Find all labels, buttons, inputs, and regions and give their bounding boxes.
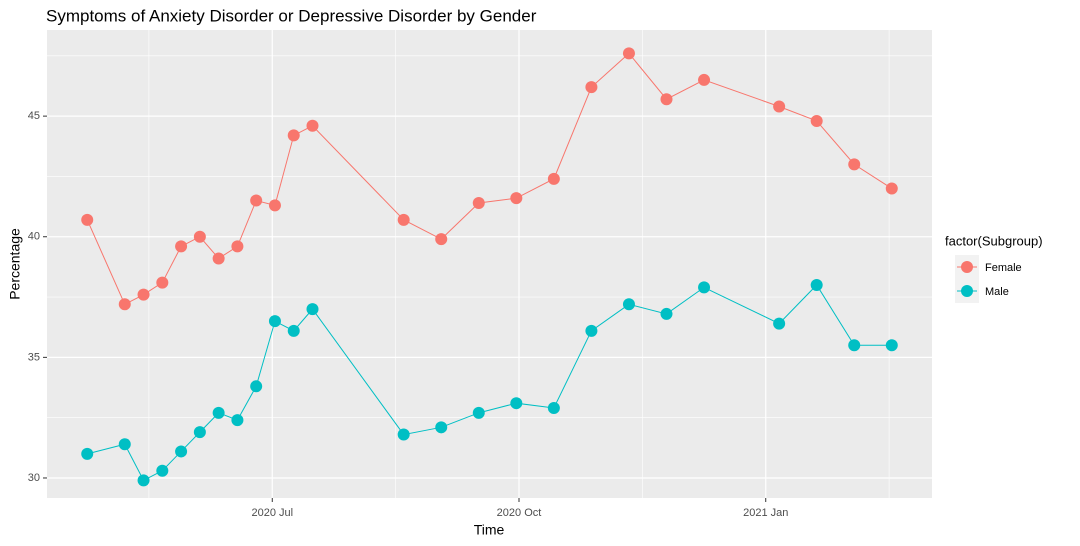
legend-marker <box>961 261 973 273</box>
data-point <box>231 240 244 253</box>
y-axis-title: Percentage <box>7 228 23 300</box>
x-tick-label: 2020 Oct <box>497 507 542 519</box>
data-point <box>472 196 485 209</box>
data-point <box>698 281 711 294</box>
data-point <box>773 100 786 113</box>
data-point <box>268 199 281 212</box>
data-point <box>435 233 448 246</box>
data-point <box>231 414 244 427</box>
data-point <box>660 93 673 106</box>
legend-label: Female <box>985 262 1022 274</box>
data-point <box>287 129 300 142</box>
data-point <box>848 339 861 352</box>
data-point <box>885 339 898 352</box>
panel <box>47 30 932 498</box>
data-point <box>193 230 206 243</box>
data-point <box>306 119 319 132</box>
data-point <box>250 380 263 393</box>
data-point <box>397 428 410 441</box>
data-point <box>175 445 188 458</box>
data-point <box>156 464 169 477</box>
data-point <box>848 158 861 171</box>
y-tick-label: 35 <box>28 351 40 363</box>
data-point <box>118 298 131 311</box>
data-point <box>81 213 94 226</box>
y-tick-label: 40 <box>28 231 40 243</box>
data-point <box>547 402 560 415</box>
data-point <box>175 240 188 253</box>
data-point <box>137 288 150 301</box>
data-point <box>212 252 225 265</box>
data-point <box>773 317 786 330</box>
data-point <box>622 298 635 311</box>
data-point <box>472 406 485 419</box>
data-point <box>585 81 598 94</box>
data-point <box>193 426 206 439</box>
data-point <box>156 276 169 289</box>
data-point <box>268 315 281 328</box>
data-point <box>287 324 300 337</box>
data-point <box>212 406 225 419</box>
data-point <box>306 303 319 316</box>
data-point <box>137 474 150 487</box>
data-point <box>622 47 635 60</box>
chart-title: Symptoms of Anxiety Disorder or Depressi… <box>46 6 537 25</box>
data-point <box>397 213 410 226</box>
data-point <box>547 172 560 185</box>
data-point <box>510 192 523 205</box>
legend-marker <box>961 285 973 297</box>
data-point <box>435 421 448 434</box>
x-tick-label: 2021 Jan <box>743 507 788 519</box>
data-point <box>810 114 823 127</box>
x-tick-label: 2020 Jul <box>251 507 293 519</box>
data-point <box>81 447 94 460</box>
data-point <box>885 182 898 195</box>
data-point <box>250 194 263 207</box>
x-axis-title: Time <box>474 522 505 538</box>
legend-label: Male <box>985 286 1009 298</box>
data-point <box>510 397 523 410</box>
data-point <box>585 324 598 337</box>
legend-title: factor(Subgroup) <box>945 233 1043 248</box>
data-point <box>698 73 711 86</box>
data-point <box>118 438 131 451</box>
data-point <box>660 307 673 320</box>
data-point <box>810 278 823 291</box>
y-tick-label: 45 <box>28 110 40 122</box>
y-tick-label: 30 <box>28 472 40 484</box>
